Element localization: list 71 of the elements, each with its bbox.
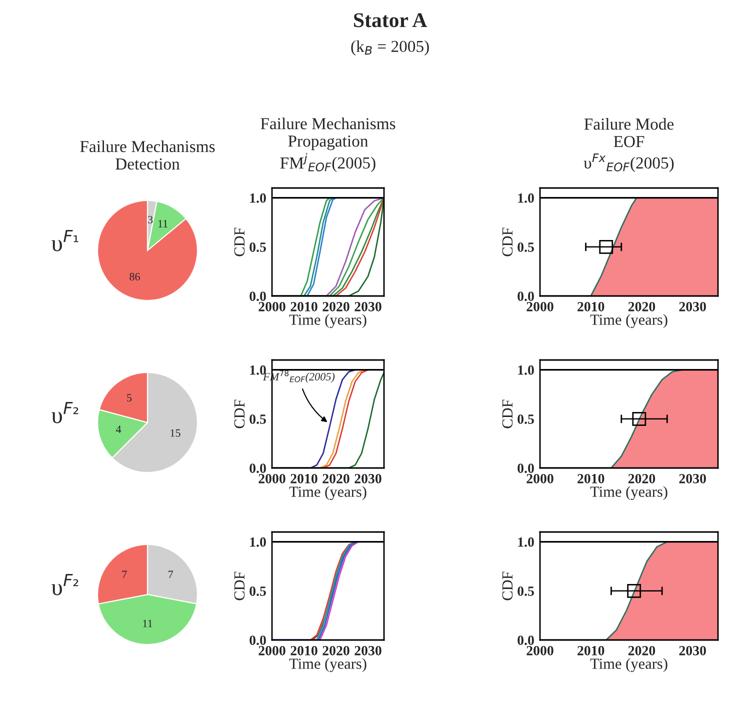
x-tick-label: 2030	[354, 646, 382, 656]
x-tick-label: 2010	[578, 302, 604, 312]
x-tick-label: 2010	[578, 646, 604, 656]
x-axis-title: Time (years)	[590, 314, 668, 328]
x-tick-label: 2030	[354, 302, 382, 312]
x-tick-label: 2000	[526, 646, 554, 656]
x-tick-label: 2000	[526, 302, 554, 312]
y-tick-label: 0.0	[250, 292, 266, 302]
data-label: 3	[148, 216, 153, 224]
x-tick-label: 2030	[679, 474, 706, 484]
x-axis-title: Time (years)	[289, 314, 366, 328]
data-label: 15	[170, 429, 180, 437]
x-tick-label: 2030	[679, 302, 706, 312]
data-label: 11	[158, 220, 168, 228]
y-tick-label: 0.0	[250, 636, 266, 646]
x-tick-label: 2010	[290, 302, 318, 312]
y-axis-title: CDF	[234, 400, 245, 428]
y-tick-label: 0.0	[518, 464, 534, 474]
data-label: 4	[116, 426, 122, 433]
x-axis-title: Time (years)	[289, 486, 366, 500]
x-tick-label: 2020	[322, 474, 350, 484]
x-axis-title: Time (years)	[590, 486, 668, 500]
text: Stator A	[354, 13, 428, 28]
y-tick-label: 1.0	[250, 193, 266, 203]
x-tick-label: 2020	[628, 474, 656, 484]
x-tick-label: 2010	[290, 474, 318, 484]
chart-title: Failure Mode EOF υ$^{Fx}$$_{EOF}$(2005)	[584, 118, 674, 172]
x-tick-label: 2020	[628, 302, 656, 312]
x-tick-label: 2020	[628, 646, 656, 656]
y-tick-label: 1.0	[518, 193, 534, 203]
y-axis-title: CDF	[502, 400, 513, 428]
text: υ$^{F₂}$	[52, 574, 78, 596]
y-tick-label: 1.0	[518, 537, 534, 547]
text: υ$^{F₂}$	[52, 402, 78, 424]
y-tick-label: 0.0	[518, 636, 534, 646]
data-label: 7	[122, 570, 127, 578]
text: (k$_{B}$ = 2005)	[351, 40, 429, 56]
data-label: 5	[127, 394, 132, 402]
y-axis-title: CDF	[502, 228, 513, 256]
chart-title: Failure Mechanisms Propagation FM$^{j}$$_{EOF}$(2005)	[260, 118, 396, 172]
y-tick-label: 0.5	[518, 586, 534, 596]
text: υ$^{F₁}$	[52, 230, 78, 252]
x-tick-label: 2020	[322, 646, 350, 656]
data-label: 11	[143, 620, 152, 628]
chart-title: Failure Mechanisms Detection	[80, 140, 215, 170]
y-axis-title: CDF	[234, 228, 245, 256]
y-tick-label: 0.5	[250, 414, 266, 424]
y-tick-label: 0.5	[250, 242, 266, 252]
x-tick-label: 2020	[322, 302, 350, 312]
x-tick-label: 2000	[258, 474, 286, 484]
x-tick-label: 2000	[258, 302, 286, 312]
y-tick-label: 0.5	[250, 586, 266, 596]
data-label: 7	[168, 570, 174, 578]
y-tick-label: 1.0	[250, 365, 266, 375]
x-tick-label: 2010	[290, 646, 318, 656]
x-tick-label: 2010	[578, 474, 604, 484]
y-tick-label: 0.5	[518, 414, 534, 424]
y-axis-title: CDF	[502, 572, 513, 600]
x-tick-label: 2030	[354, 474, 382, 484]
x-tick-label: 2000	[258, 646, 286, 656]
x-tick-label: 2030	[679, 646, 706, 656]
x-axis-title: Time (years)	[590, 658, 668, 672]
y-axis-title: CDF	[234, 572, 245, 600]
y-tick-label: 0.0	[518, 292, 534, 302]
y-tick-label: 0.5	[518, 242, 534, 252]
y-tick-label: 1.0	[250, 537, 266, 547]
x-tick-label: 2000	[526, 474, 554, 484]
y-tick-label: 0.0	[250, 464, 266, 474]
y-tick-label: 1.0	[518, 365, 534, 375]
x-axis-title: Time (years)	[289, 658, 366, 672]
data-label: 86	[130, 272, 140, 280]
